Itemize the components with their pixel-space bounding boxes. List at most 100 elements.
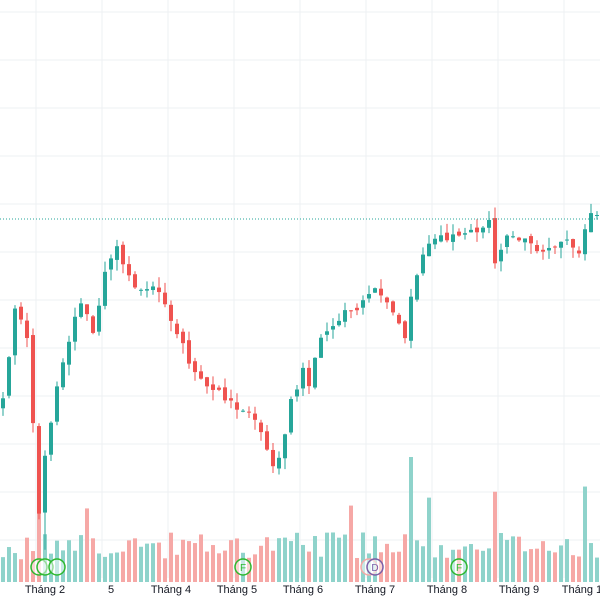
candlestick [445, 223, 449, 243]
candlestick [475, 219, 479, 242]
candlestick [19, 302, 23, 325]
candle-body [541, 249, 545, 252]
volume-bar [397, 551, 401, 582]
candlestick [511, 231, 515, 239]
candlestick [523, 238, 527, 251]
candle-body [487, 220, 491, 228]
candle-body [505, 235, 509, 248]
candle-body [565, 239, 569, 241]
volume-bar [343, 534, 347, 582]
candle-body [589, 213, 593, 233]
volume-bar [595, 557, 599, 582]
candle-body [343, 310, 347, 322]
candlestick [529, 233, 533, 254]
volume-bar [121, 551, 125, 582]
candlestick [439, 225, 443, 243]
volume-bar [541, 541, 545, 582]
candle-body [7, 357, 11, 396]
candlestick [409, 288, 413, 349]
volume-bar [217, 553, 221, 582]
event-marker[interactable]: F [234, 558, 252, 576]
volume-bar [535, 548, 539, 582]
candle-body [367, 294, 371, 299]
candlestick [577, 246, 581, 258]
candlestick [103, 261, 107, 310]
candlestick [373, 287, 377, 293]
candlestick [415, 273, 419, 302]
candle-body [331, 326, 335, 330]
candlestick [181, 328, 185, 354]
candle-body [595, 215, 599, 217]
candle-body [43, 455, 47, 513]
candle-body [499, 249, 503, 262]
candle-body [19, 306, 23, 320]
candle-body [421, 254, 425, 274]
candle-body [307, 367, 311, 387]
candlestick [55, 381, 59, 426]
candle-body [427, 243, 431, 257]
candle-body [289, 399, 293, 433]
volume-bar [25, 537, 29, 582]
candle-body [295, 389, 299, 397]
volume-bar [577, 556, 581, 582]
candle-body [439, 235, 443, 242]
volume-bar [547, 550, 551, 582]
candle-body [103, 271, 107, 306]
volume-bar [133, 538, 137, 582]
volume-bar [301, 544, 305, 582]
time-axis-label: Tháng 7 [355, 584, 395, 596]
candle-body [61, 362, 65, 388]
volume-bar [109, 553, 113, 582]
volume-bar [79, 535, 83, 582]
volume-bar [265, 537, 269, 582]
volume-bar [157, 542, 161, 582]
event-marker[interactable]: D [366, 558, 384, 576]
time-axis-label: Tháng 5 [217, 584, 257, 596]
candlestick [247, 406, 251, 418]
candle-body [241, 410, 245, 412]
candle-body [109, 258, 113, 270]
volume-bar [361, 532, 365, 582]
candle-body [157, 287, 161, 293]
candle-body [223, 387, 227, 401]
volume-bar [73, 550, 77, 582]
candle-body [25, 320, 29, 339]
volume-bar [325, 532, 329, 582]
candle-body [115, 246, 119, 260]
volume-bar [199, 534, 203, 582]
candle-body [397, 314, 401, 324]
candlestick [283, 433, 287, 470]
candlestick [241, 409, 245, 413]
candlestick [157, 277, 161, 303]
volume-bar [403, 534, 407, 582]
candlestick [133, 271, 137, 289]
candlestick [505, 234, 509, 254]
candle-body [1, 398, 5, 409]
candlestick [85, 304, 89, 321]
candlestick [487, 211, 491, 234]
volume-bar [337, 537, 341, 582]
volume-bar [193, 543, 197, 582]
candle-body [463, 233, 467, 235]
candlestick [1, 391, 5, 416]
candle-body [469, 229, 473, 233]
event-marker[interactable] [48, 558, 66, 576]
candle-body [91, 316, 95, 333]
event-marker[interactable]: F [450, 558, 468, 576]
volume-bar [1, 557, 5, 582]
candlestick [571, 238, 575, 258]
volume-bar [145, 543, 149, 582]
volume-bar [583, 486, 587, 582]
candlestick [547, 237, 551, 259]
volume-bar [439, 545, 443, 582]
candle-body [325, 331, 329, 335]
volume-bar [229, 540, 233, 582]
candle-body [235, 402, 239, 410]
candlestick [193, 357, 197, 381]
candlestick [355, 303, 359, 316]
time-axis-label: Tháng 4 [151, 584, 191, 596]
candlestick [289, 396, 293, 435]
